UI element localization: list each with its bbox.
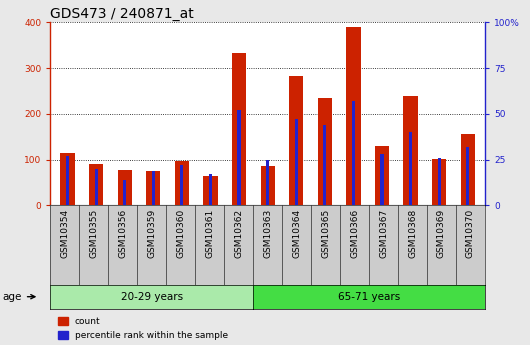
Text: GSM10360: GSM10360 (176, 209, 185, 258)
Bar (289, 76, 303, 205)
Bar (118, 170, 132, 205)
Bar (432, 159, 446, 205)
Text: GSM10366: GSM10366 (350, 209, 359, 258)
Bar (381, 154, 384, 205)
Bar (266, 159, 269, 205)
Text: 20-29 years: 20-29 years (121, 292, 183, 302)
Bar (60, 153, 75, 205)
Bar (461, 134, 475, 205)
Text: GSM10370: GSM10370 (466, 209, 475, 258)
Text: GSM10369: GSM10369 (437, 209, 446, 258)
Bar (152, 170, 155, 205)
Text: GSM10367: GSM10367 (379, 209, 388, 258)
Text: age: age (3, 292, 35, 302)
Bar (375, 146, 389, 205)
Bar (123, 180, 126, 205)
Bar (89, 164, 103, 205)
Bar (438, 158, 441, 205)
Bar (295, 119, 298, 205)
Text: GSM10368: GSM10368 (408, 209, 417, 258)
Text: GSM10355: GSM10355 (90, 209, 98, 258)
Bar (403, 96, 418, 205)
Text: GSM10359: GSM10359 (147, 209, 156, 258)
Bar (237, 110, 241, 205)
Text: GSM10354: GSM10354 (60, 209, 69, 258)
Bar (175, 161, 189, 205)
Bar (209, 174, 212, 205)
Text: GSM10365: GSM10365 (321, 209, 330, 258)
Bar (261, 166, 275, 205)
Text: GSM10363: GSM10363 (263, 209, 272, 258)
Bar (323, 125, 326, 205)
Text: GSM10356: GSM10356 (118, 209, 127, 258)
Bar (466, 147, 470, 205)
Legend: count, percentile rank within the sample: count, percentile rank within the sample (55, 313, 232, 343)
Bar (66, 156, 69, 205)
Text: 65-71 years: 65-71 years (338, 292, 400, 302)
Bar (180, 165, 183, 205)
Bar (346, 27, 360, 205)
Bar (317, 98, 332, 205)
Text: GSM10362: GSM10362 (234, 209, 243, 258)
Bar (409, 132, 412, 205)
Bar (146, 171, 161, 205)
Bar (352, 101, 355, 205)
Bar (232, 53, 246, 205)
Text: GSM10361: GSM10361 (205, 209, 214, 258)
Text: GDS473 / 240871_at: GDS473 / 240871_at (50, 7, 194, 21)
Bar (94, 169, 98, 205)
Bar (204, 177, 218, 205)
Text: GSM10364: GSM10364 (292, 209, 301, 258)
